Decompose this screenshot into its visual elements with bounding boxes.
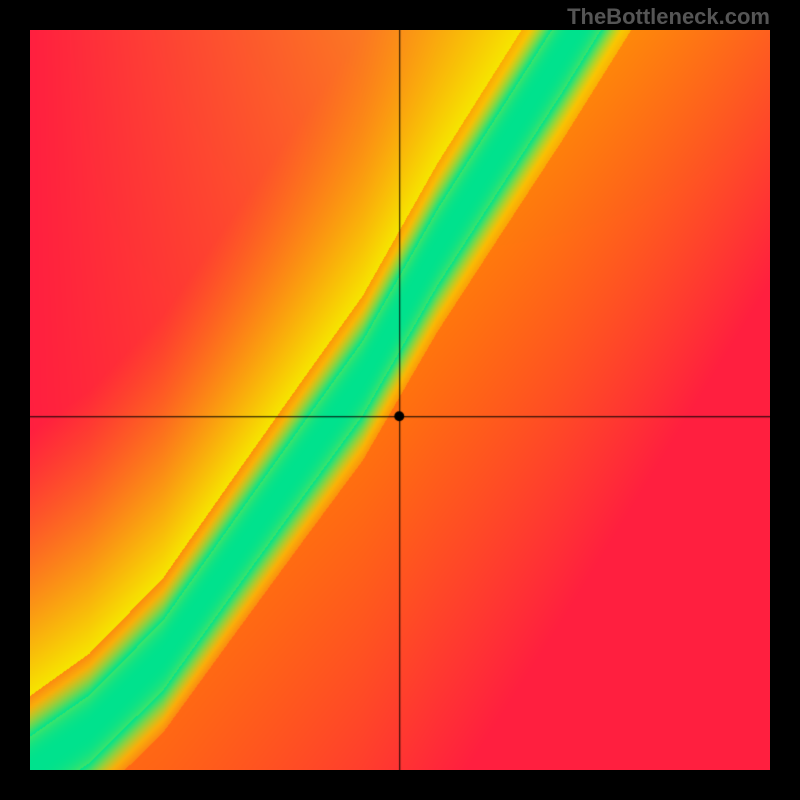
bottleneck-heatmap <box>30 30 770 770</box>
watermark-text: TheBottleneck.com <box>567 4 770 30</box>
